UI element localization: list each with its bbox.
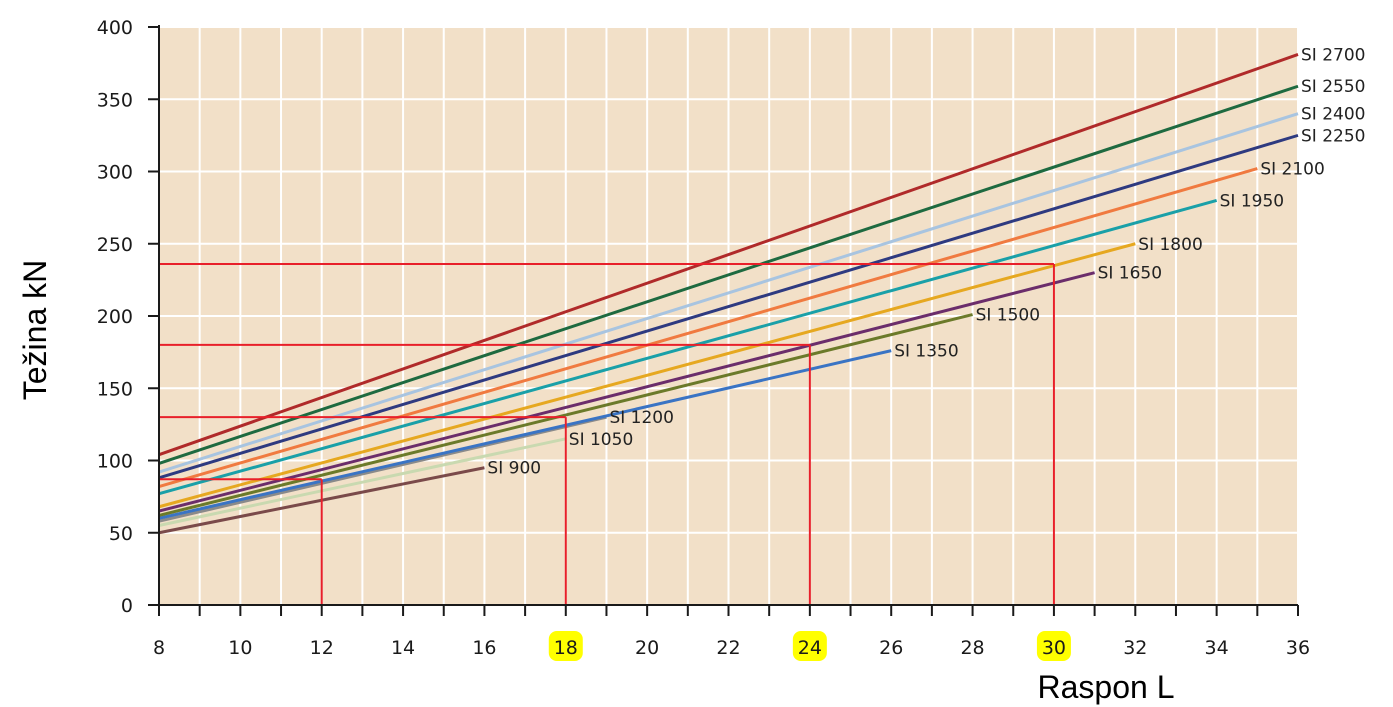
y-tick-label: 300 xyxy=(97,162,133,184)
axes xyxy=(148,25,1299,616)
series-line xyxy=(158,112,1299,474)
x-tick-label: 18 xyxy=(554,637,578,659)
x-tick-label: 32 xyxy=(1123,637,1147,659)
x-axis-title: Raspon L xyxy=(1038,669,1175,705)
y-tick-labels: 0 50 100 150 200 250 300 350 400 xyxy=(97,17,133,617)
x-tick-highlight xyxy=(792,631,827,661)
series-label: SI 1500 xyxy=(976,306,1040,326)
x-tick-highlight xyxy=(1036,631,1071,661)
y-tick-label: 150 xyxy=(97,378,133,400)
series-label: SI 2700 xyxy=(1301,45,1365,65)
series-line xyxy=(158,349,892,520)
series-lines xyxy=(158,53,1299,535)
x-tick-label: 28 xyxy=(960,637,984,659)
series-line xyxy=(158,84,1299,465)
x-tick-label: 16 xyxy=(472,637,496,659)
x-tick-label: 24 xyxy=(798,637,822,659)
y-tick-label: 250 xyxy=(97,234,133,256)
x-tick-label: 26 xyxy=(879,637,903,659)
series-line xyxy=(158,133,1299,480)
series-line xyxy=(158,313,973,517)
series-line xyxy=(158,198,1218,496)
x-tick-label: 30 xyxy=(1042,637,1066,659)
series-label: SI 2100 xyxy=(1260,160,1324,180)
series-label: SI 1350 xyxy=(894,342,958,362)
y-tick-label: 100 xyxy=(97,451,133,473)
y-tick-label: 200 xyxy=(97,306,133,328)
x-tick-label: 14 xyxy=(391,637,415,659)
x-tick-label: 36 xyxy=(1286,637,1310,659)
y-tick-label: 350 xyxy=(97,89,133,111)
x-tick-label: 34 xyxy=(1205,637,1229,659)
series-label: SI 1950 xyxy=(1220,191,1284,211)
series-label: SI 900 xyxy=(487,459,541,479)
x-tick-label: 10 xyxy=(228,637,252,659)
series-line xyxy=(158,53,1299,457)
series-line xyxy=(158,242,1136,509)
series-label: SI 2250 xyxy=(1301,126,1365,146)
series-label: SI 2400 xyxy=(1301,105,1365,125)
y-tick-label: 400 xyxy=(97,17,133,39)
y-tick-label: 0 xyxy=(121,595,133,617)
x-tick-highlight xyxy=(548,631,583,661)
series-label: SI 1050 xyxy=(569,430,633,450)
series-line xyxy=(158,415,607,523)
series-label: SI 1650 xyxy=(1098,264,1162,284)
y-axis-title: Težina kN xyxy=(17,260,53,401)
y-tick-label: 50 xyxy=(109,523,133,545)
series-line xyxy=(158,271,1095,513)
x-tick-label: 12 xyxy=(310,637,334,659)
x-tick-labels: 8 10 12 14 16 18 20 22 24 26 28 30 32 34 36 xyxy=(153,631,1310,661)
x-tick-label: 8 xyxy=(153,637,165,659)
series-line xyxy=(158,437,567,527)
series-label: SI 1800 xyxy=(1138,235,1202,255)
x-tick-label: 20 xyxy=(635,637,659,659)
reference-lines xyxy=(159,262,1055,605)
series-label: SI 1200 xyxy=(609,408,673,428)
series-line xyxy=(158,167,1258,488)
series-label: SI 2550 xyxy=(1301,77,1365,97)
x-tick-label: 22 xyxy=(716,637,740,659)
